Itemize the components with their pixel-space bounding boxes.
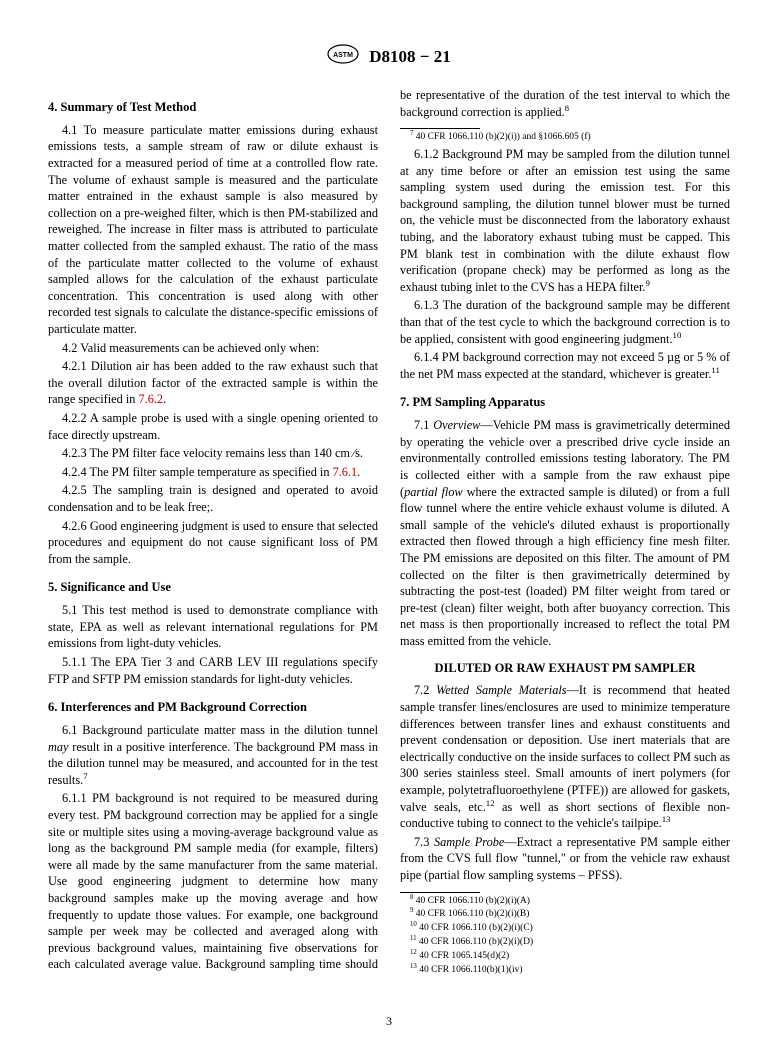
- para-6-1: 6.1 Background particulate matter mass i…: [48, 722, 378, 788]
- para-5-1-1: 5.1.1 The EPA Tier 3 and CARB LEV III re…: [48, 654, 378, 687]
- section-7-heading: 7. PM Sampling Apparatus: [400, 394, 730, 411]
- footnote-rule-right: [400, 892, 480, 893]
- footnote-9: 9 40 CFR 1066.110 (b)(2)(i)(B): [400, 909, 730, 921]
- footnote-block-left: 7 40 CFR 1066.110 (b)(2)(i)) and §1066.6…: [400, 128, 730, 144]
- para-5-1: 5.1 This test method is used to demonstr…: [48, 602, 378, 652]
- body-columns: 4. Summary of Test Method 4.1 To measure…: [48, 87, 730, 977]
- document-id: D8108 − 21: [369, 47, 450, 67]
- ref-7-6-1: 7.6.1: [333, 465, 358, 479]
- para-6-1-2: 6.1.2 Background PM may be sampled from …: [400, 146, 730, 295]
- para-7-1: 7.1 Overview—Vehicle PM mass is gravimet…: [400, 417, 730, 649]
- footnote-13: 13 40 CFR 1066.110(b)(1)(iv): [400, 965, 730, 977]
- footnote-7: 7 40 CFR 1066.110 (b)(2)(i)) and §1066.6…: [400, 132, 730, 144]
- footnote-11: 11 40 CFR 1066.110 (b)(2)(i)(D): [400, 937, 730, 949]
- para-4-2-1: 4.2.1 Dilution air has been added to the…: [48, 358, 378, 408]
- footnote-10: 10 40 CFR 1066.110 (b)(2)(i)(C): [400, 923, 730, 935]
- para-4-1: 4.1 To measure particulate matter emissi…: [48, 122, 378, 338]
- astm-logo: ASTM: [327, 44, 359, 69]
- page-number: 3: [0, 1014, 778, 1029]
- footnote-rule: [400, 128, 480, 129]
- para-7-3: 7.3 Sample Probe—Extract a representativ…: [400, 834, 730, 884]
- para-4-2-5: 4.2.5 The sampling train is designed and…: [48, 482, 378, 515]
- para-6-1-4: 6.1.4 PM background correction may not e…: [400, 349, 730, 382]
- footnote-block-right: 8 40 CFR 1066.110 (b)(2)(i)(A) 9 40 CFR …: [400, 892, 730, 977]
- footnote-12: 12 40 CFR 1065.145(d)(2): [400, 951, 730, 963]
- para-4-2-6: 4.2.6 Good engineering judgment is used …: [48, 518, 378, 568]
- section-5-heading: 5. Significance and Use: [48, 579, 378, 596]
- para-6-1-3: 6.1.3 The duration of the background sam…: [400, 297, 730, 347]
- para-7-2: 7.2 Wetted Sample Materials—It is recomm…: [400, 682, 730, 831]
- footnote-8: 8 40 CFR 1066.110 (b)(2)(i)(A): [400, 896, 730, 908]
- para-4-2-3: 4.2.3 The PM filter face velocity remain…: [48, 445, 378, 462]
- section-4-heading: 4. Summary of Test Method: [48, 99, 378, 116]
- ref-7-6-2: 7.6.2: [138, 392, 163, 406]
- diluted-raw-heading: DILUTED OR RAW EXHAUST PM SAMPLER: [400, 660, 730, 677]
- section-6-heading: 6. Interferences and PM Background Corre…: [48, 699, 378, 716]
- page-header: ASTM D8108 − 21: [48, 44, 730, 69]
- para-4-2-4: 4.2.4 The PM filter sample temperature a…: [48, 464, 378, 481]
- para-4-2-2: 4.2.2 A sample probe is used with a sing…: [48, 410, 378, 443]
- para-4-2: 4.2 Valid measurements can be achieved o…: [48, 340, 378, 357]
- svg-text:ASTM: ASTM: [333, 52, 353, 59]
